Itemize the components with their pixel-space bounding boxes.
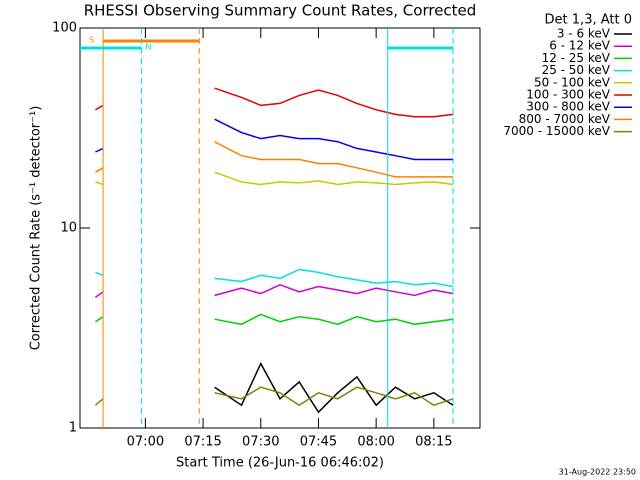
legend-label: 50 - 100 keV: [534, 75, 611, 89]
x-tick-label: 08:15: [415, 435, 452, 450]
timestamp: 31-Aug-2022 23:50: [559, 468, 636, 477]
flag-label: N: [146, 43, 152, 52]
legend-label: 25 - 50 keV: [542, 63, 611, 77]
series-line: [95, 171, 454, 186]
series-line: [95, 118, 454, 161]
series-line: [95, 141, 454, 178]
y-axis-label: Corrected Count Rate (s⁻¹ detector⁻¹): [29, 106, 44, 351]
y-tick-label: 100: [52, 21, 77, 36]
series-line: [214, 361, 454, 414]
legend-label: 300 - 800 keV: [526, 100, 610, 114]
series-line: [95, 87, 454, 118]
plot-frame: [79, 27, 481, 429]
x-tick-label: 08:00: [357, 435, 394, 450]
legend-label: 12 - 25 keV: [542, 51, 611, 65]
legend-label: 6 - 12 keV: [549, 39, 611, 53]
x-tick-label: 07:45: [300, 435, 337, 450]
x-tick-label: 07:00: [127, 435, 164, 450]
series-line: [94, 283, 454, 299]
x-axis-label: Start Time (26-Jun-16 06:46:02): [176, 456, 384, 471]
series-line: [94, 313, 454, 326]
legend-label: 100 - 300 keV: [526, 88, 610, 102]
legend-title: Det 1,3, Att 0: [545, 13, 632, 28]
x-tick-label: 07:30: [242, 435, 279, 450]
legend-label: 3 - 6 keV: [557, 27, 611, 41]
y-tick-label: 10: [60, 221, 77, 236]
series-line: [94, 386, 454, 407]
series-line: [95, 268, 454, 288]
y-tick-label: 1: [69, 421, 77, 436]
legend-label: 7000 - 15000 keV: [503, 124, 610, 138]
chart-title: RHESSI Observing Summary Count Rates, Co…: [84, 2, 477, 20]
x-tick-label: 07:15: [184, 435, 221, 450]
flag-label: S: [89, 36, 94, 45]
legend-label: 800 - 7000 keV: [519, 112, 611, 126]
